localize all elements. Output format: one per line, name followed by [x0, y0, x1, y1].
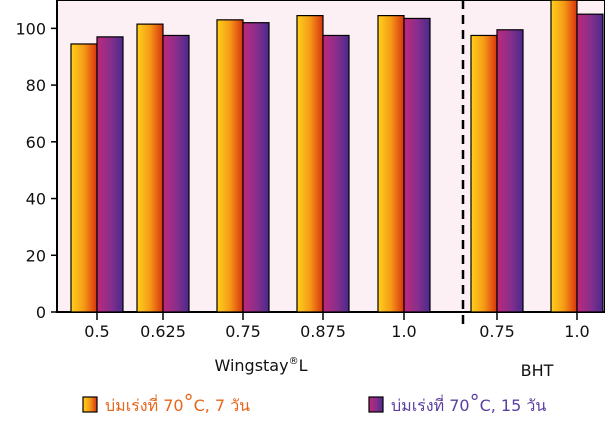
group-labels: Wingstay®L BHT [214, 356, 553, 380]
x-tick-label: 0.875 [300, 322, 346, 341]
x-tick-label: 0.5 [84, 322, 109, 341]
y-tick-label: 80 [26, 76, 46, 95]
x-axis: 0.5 0.625 0.75 0.875 1.0 0.75 1.0 [84, 312, 590, 341]
x-tick-label: 1.0 [564, 322, 589, 341]
legend-swatch [368, 396, 384, 413]
y-axis: 0 20 40 60 80 100 [15, 19, 57, 322]
bar-series-1 [216, 19, 244, 313]
x-tick-label: 0.75 [479, 322, 515, 341]
y-tick-label: 20 [26, 246, 46, 265]
y-tick-label: 40 [26, 190, 46, 209]
bar-series-1 [550, 0, 578, 313]
bar-series-1 [70, 43, 98, 313]
legend: บ่มเร่งที่ 70°C, 7 วัน บ่มเร่งที่ 70°C, 1… [82, 390, 546, 415]
x-tick-label: 1.0 [391, 322, 416, 341]
x-tick-label: 0.75 [225, 322, 261, 341]
group-label-bht: BHT [521, 361, 554, 380]
bars [70, 0, 604, 313]
bar-series-2 [242, 22, 270, 313]
bar-series-2 [322, 34, 350, 313]
y-tick-label: 60 [26, 133, 46, 152]
x-tick-label: 0.625 [140, 322, 186, 341]
bar-series-1 [470, 34, 498, 313]
bar-series-2 [403, 17, 431, 313]
legend-label: บ่มเร่งที่ 70°C, 15 วัน [391, 390, 546, 415]
legend-swatch [82, 396, 98, 413]
bar-series-1 [136, 23, 164, 313]
bar-series-2 [576, 13, 604, 313]
y-tick-label: 0 [36, 303, 46, 322]
bar-series-2 [496, 29, 524, 313]
bar-series-2 [96, 36, 124, 313]
y-tick-label: 100 [15, 19, 46, 38]
bar-series-2 [162, 34, 190, 313]
group-label-wingstay: Wingstay®L [214, 356, 307, 375]
bar-series-1 [377, 15, 405, 313]
bar-series-1 [296, 15, 324, 313]
legend-label: บ่มเร่งที่ 70°C, 7 วัน [105, 390, 250, 415]
